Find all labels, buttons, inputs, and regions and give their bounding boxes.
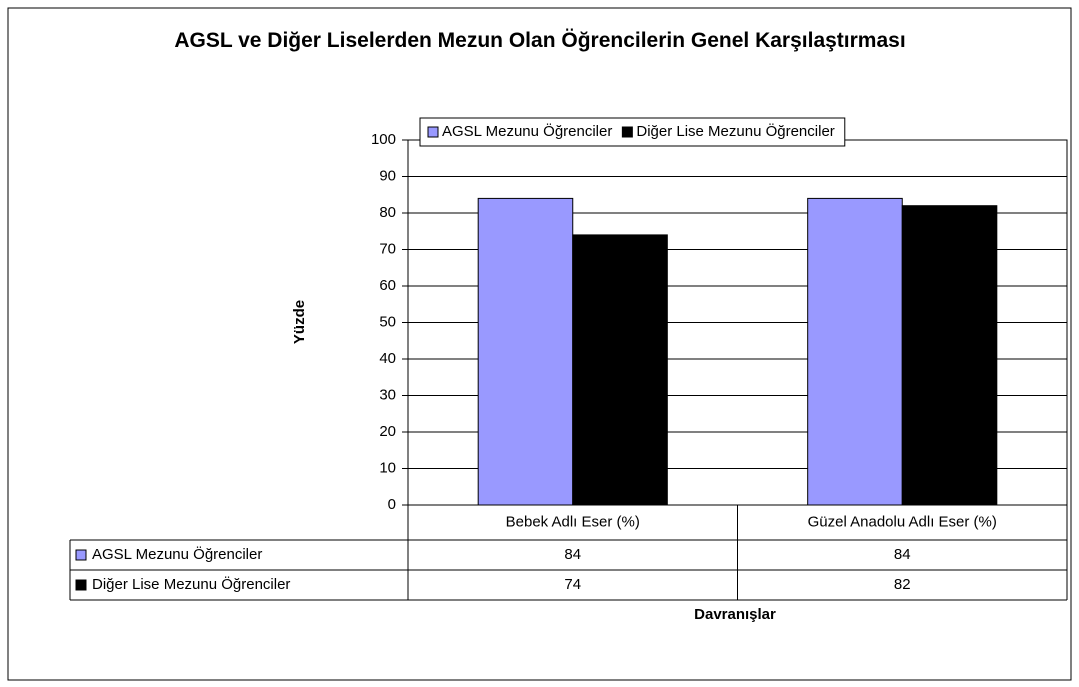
y-tick-label: 20 <box>379 423 396 440</box>
y-tick-label: 50 <box>379 313 396 330</box>
y-tick-label: 0 <box>388 496 396 513</box>
bar <box>572 234 668 506</box>
table-value: 84 <box>564 546 581 563</box>
y-tick-label: 70 <box>379 240 396 257</box>
chart-title: AGSL ve Diğer Liselerden Mezun Olan Öğre… <box>174 29 906 52</box>
table-series-name: Diğer Lise Mezunu Öğrenciler <box>92 575 290 593</box>
table-value: 74 <box>564 576 581 593</box>
table-value: 84 <box>894 546 911 563</box>
legend-key <box>621 126 633 138</box>
y-axis-title: Yüzde <box>291 300 308 344</box>
y-tick-label: 10 <box>379 459 396 476</box>
x-tick-label: Bebek Adlı Eser (%) <box>506 513 640 530</box>
x-tick-label: Güzel Anadolu Adlı Eser (%) <box>808 513 997 530</box>
y-tick-label: 40 <box>379 350 396 367</box>
bar <box>807 197 903 506</box>
y-tick-label: 90 <box>379 167 396 184</box>
table-legend-key <box>75 549 87 561</box>
legend-key <box>427 126 439 138</box>
legend-label: Diğer Lise Mezunu Öğrenciler <box>636 122 834 140</box>
y-tick-label: 60 <box>379 277 396 294</box>
legend-label: AGSL Mezunu Öğrenciler <box>442 122 612 140</box>
x-axis-title: Davranışlar <box>694 606 776 623</box>
y-tick-label: 100 <box>371 131 396 148</box>
bar <box>477 197 574 506</box>
y-tick-label: 30 <box>379 386 396 403</box>
table-series-name: AGSL Mezunu Öğrenciler <box>92 545 262 563</box>
table-legend-key <box>75 579 87 591</box>
table-value: 82 <box>894 576 911 593</box>
y-tick-label: 80 <box>379 204 396 221</box>
bar <box>901 205 998 506</box>
